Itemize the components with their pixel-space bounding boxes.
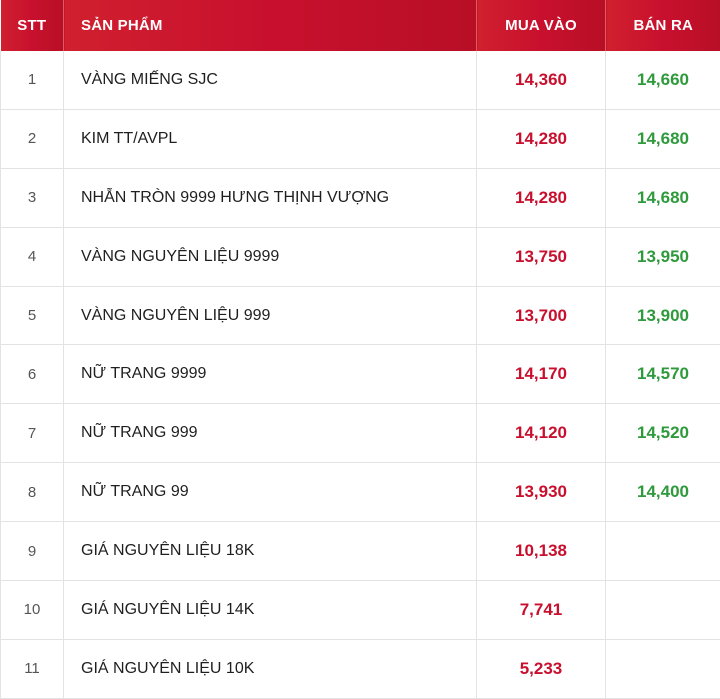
row-buy-price: 13,930 [477, 463, 606, 522]
table-row: 11 GIÁ NGUYÊN LIỆU 10K 5,233 [1, 639, 720, 698]
row-stt: 2 [1, 109, 64, 168]
table-body: 1 VÀNG MIẾNG SJC 14,360 14,660 2 KIM TT/… [1, 51, 720, 698]
row-product-name: GIÁ NGUYÊN LIỆU 18K [64, 522, 477, 581]
table-row: 8 NỮ TRANG 99 13,930 14,400 [1, 463, 720, 522]
row-product-name: VÀNG NGUYÊN LIỆU 999 [64, 286, 477, 345]
row-sell-price: 13,900 [606, 286, 720, 345]
row-buy-price: 14,170 [477, 345, 606, 404]
table-row: 2 KIM TT/AVPL 14,280 14,680 [1, 109, 720, 168]
table-header: STT SẢN PHẨM MUA VÀO BÁN RA [1, 0, 720, 51]
row-buy-price: 5,233 [477, 639, 606, 698]
row-product-name: NỮ TRANG 99 [64, 463, 477, 522]
row-buy-price: 14,280 [477, 168, 606, 227]
row-sell-price [606, 581, 720, 640]
row-buy-price: 7,741 [477, 581, 606, 640]
header-sell-price[interactable]: BÁN RA [606, 0, 720, 51]
header-stt[interactable]: STT [1, 0, 64, 51]
row-sell-price: 14,570 [606, 345, 720, 404]
row-sell-price: 14,520 [606, 404, 720, 463]
row-buy-price: 13,750 [477, 227, 606, 286]
row-sell-price: 13,950 [606, 227, 720, 286]
table-row: 9 GIÁ NGUYÊN LIỆU 18K 10,138 [1, 522, 720, 581]
row-buy-price: 14,360 [477, 51, 606, 109]
row-buy-price: 14,280 [477, 109, 606, 168]
row-product-name: GIÁ NGUYÊN LIỆU 14K [64, 581, 477, 640]
row-buy-price: 13,700 [477, 286, 606, 345]
table-row: 5 VÀNG NGUYÊN LIỆU 999 13,700 13,900 [1, 286, 720, 345]
table-row: 1 VÀNG MIẾNG SJC 14,360 14,660 [1, 51, 720, 109]
row-stt: 6 [1, 345, 64, 404]
row-stt: 5 [1, 286, 64, 345]
row-buy-price: 10,138 [477, 522, 606, 581]
row-stt: 8 [1, 463, 64, 522]
header-buy-price[interactable]: MUA VÀO [477, 0, 606, 51]
row-stt: 10 [1, 581, 64, 640]
row-product-name: GIÁ NGUYÊN LIỆU 10K [64, 639, 477, 698]
row-stt: 4 [1, 227, 64, 286]
table-row: 7 NỮ TRANG 999 14,120 14,520 [1, 404, 720, 463]
row-product-name: NỮ TRANG 9999 [64, 345, 477, 404]
table-row: 4 VÀNG NGUYÊN LIỆU 9999 13,750 13,950 [1, 227, 720, 286]
row-product-name: KIM TT/AVPL [64, 109, 477, 168]
row-sell-price: 14,400 [606, 463, 720, 522]
row-stt: 1 [1, 51, 64, 109]
row-sell-price: 14,680 [606, 168, 720, 227]
table-row: 6 NỮ TRANG 9999 14,170 14,570 [1, 345, 720, 404]
row-sell-price [606, 522, 720, 581]
row-product-name: VÀNG MIẾNG SJC [64, 51, 477, 109]
row-sell-price: 14,660 [606, 51, 720, 109]
row-product-name: NHẪN TRÒN 9999 HƯNG THỊNH VƯỢNG [64, 168, 477, 227]
header-product[interactable]: SẢN PHẨM [64, 0, 477, 51]
row-stt: 7 [1, 404, 64, 463]
row-sell-price [606, 639, 720, 698]
row-stt: 11 [1, 639, 64, 698]
row-product-name: NỮ TRANG 999 [64, 404, 477, 463]
row-stt: 9 [1, 522, 64, 581]
table-row: 10 GIÁ NGUYÊN LIỆU 14K 7,741 [1, 581, 720, 640]
row-sell-price: 14,680 [606, 109, 720, 168]
row-buy-price: 14,120 [477, 404, 606, 463]
table-row: 3 NHẪN TRÒN 9999 HƯNG THỊNH VƯỢNG 14,280… [1, 168, 720, 227]
row-product-name: VÀNG NGUYÊN LIỆU 9999 [64, 227, 477, 286]
header-row: STT SẢN PHẨM MUA VÀO BÁN RA [1, 0, 720, 51]
row-stt: 3 [1, 168, 64, 227]
